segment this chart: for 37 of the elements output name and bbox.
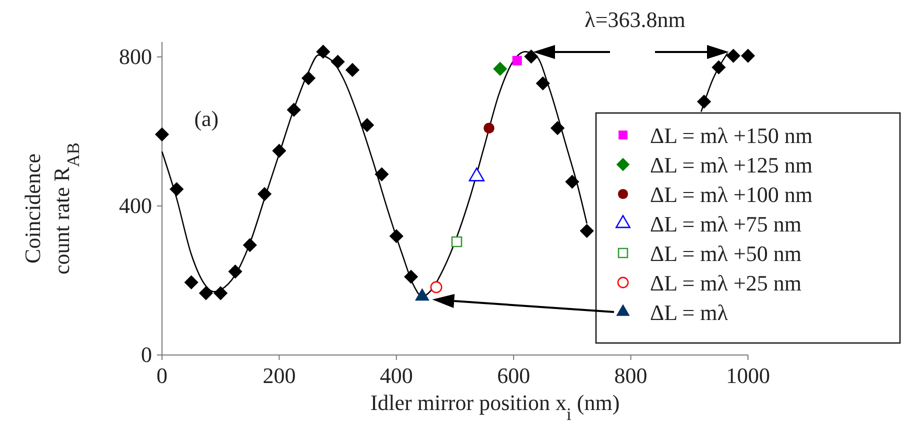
y-tick-label: 800 bbox=[119, 44, 152, 69]
point bbox=[360, 118, 374, 132]
legend-label: ΔL = mλ +50 nm bbox=[650, 241, 802, 266]
point bbox=[565, 174, 580, 189]
point bbox=[430, 281, 442, 294]
point bbox=[726, 48, 740, 63]
point bbox=[198, 286, 213, 300]
point bbox=[536, 76, 550, 90]
point bbox=[451, 236, 462, 248]
point bbox=[512, 56, 522, 66]
point bbox=[550, 121, 565, 136]
x-tick-label: 1000 bbox=[726, 362, 770, 388]
legend-label: ΔL = mλ +100 nm bbox=[650, 182, 812, 207]
y-tick-label: 0 bbox=[141, 342, 152, 368]
legend-label: ΔL = mλ +25 nm bbox=[650, 270, 802, 296]
point bbox=[345, 62, 360, 77]
point bbox=[316, 44, 330, 59]
x-tick-label: 400 bbox=[380, 362, 413, 388]
point bbox=[484, 122, 494, 134]
x-tick-label: 200 bbox=[262, 362, 296, 388]
point bbox=[740, 48, 756, 63]
annotation: (a) bbox=[194, 106, 219, 131]
x-tick-label: 0 bbox=[156, 362, 168, 388]
point bbox=[493, 62, 508, 76]
legend-label: ΔL = mλ +75 nm bbox=[650, 212, 802, 236]
point bbox=[374, 167, 389, 182]
point bbox=[154, 127, 170, 142]
text: λ=363.8nm bbox=[584, 7, 686, 32]
x-tick-label: 600 bbox=[497, 362, 530, 388]
x-axis-title: Idler mirror position x$_{i}$ (nm) bbox=[370, 390, 620, 424]
legend-label: ΔL = mλ +150 nm bbox=[650, 123, 812, 148]
point bbox=[184, 275, 198, 290]
x-tick-label: 800 bbox=[614, 362, 648, 388]
legend-label: ΔL = mλ bbox=[650, 300, 728, 325]
y-tick-label: 400 bbox=[119, 192, 152, 218]
legend-label: ΔL = mλ +125 nm bbox=[650, 152, 812, 178]
point bbox=[580, 224, 594, 238]
